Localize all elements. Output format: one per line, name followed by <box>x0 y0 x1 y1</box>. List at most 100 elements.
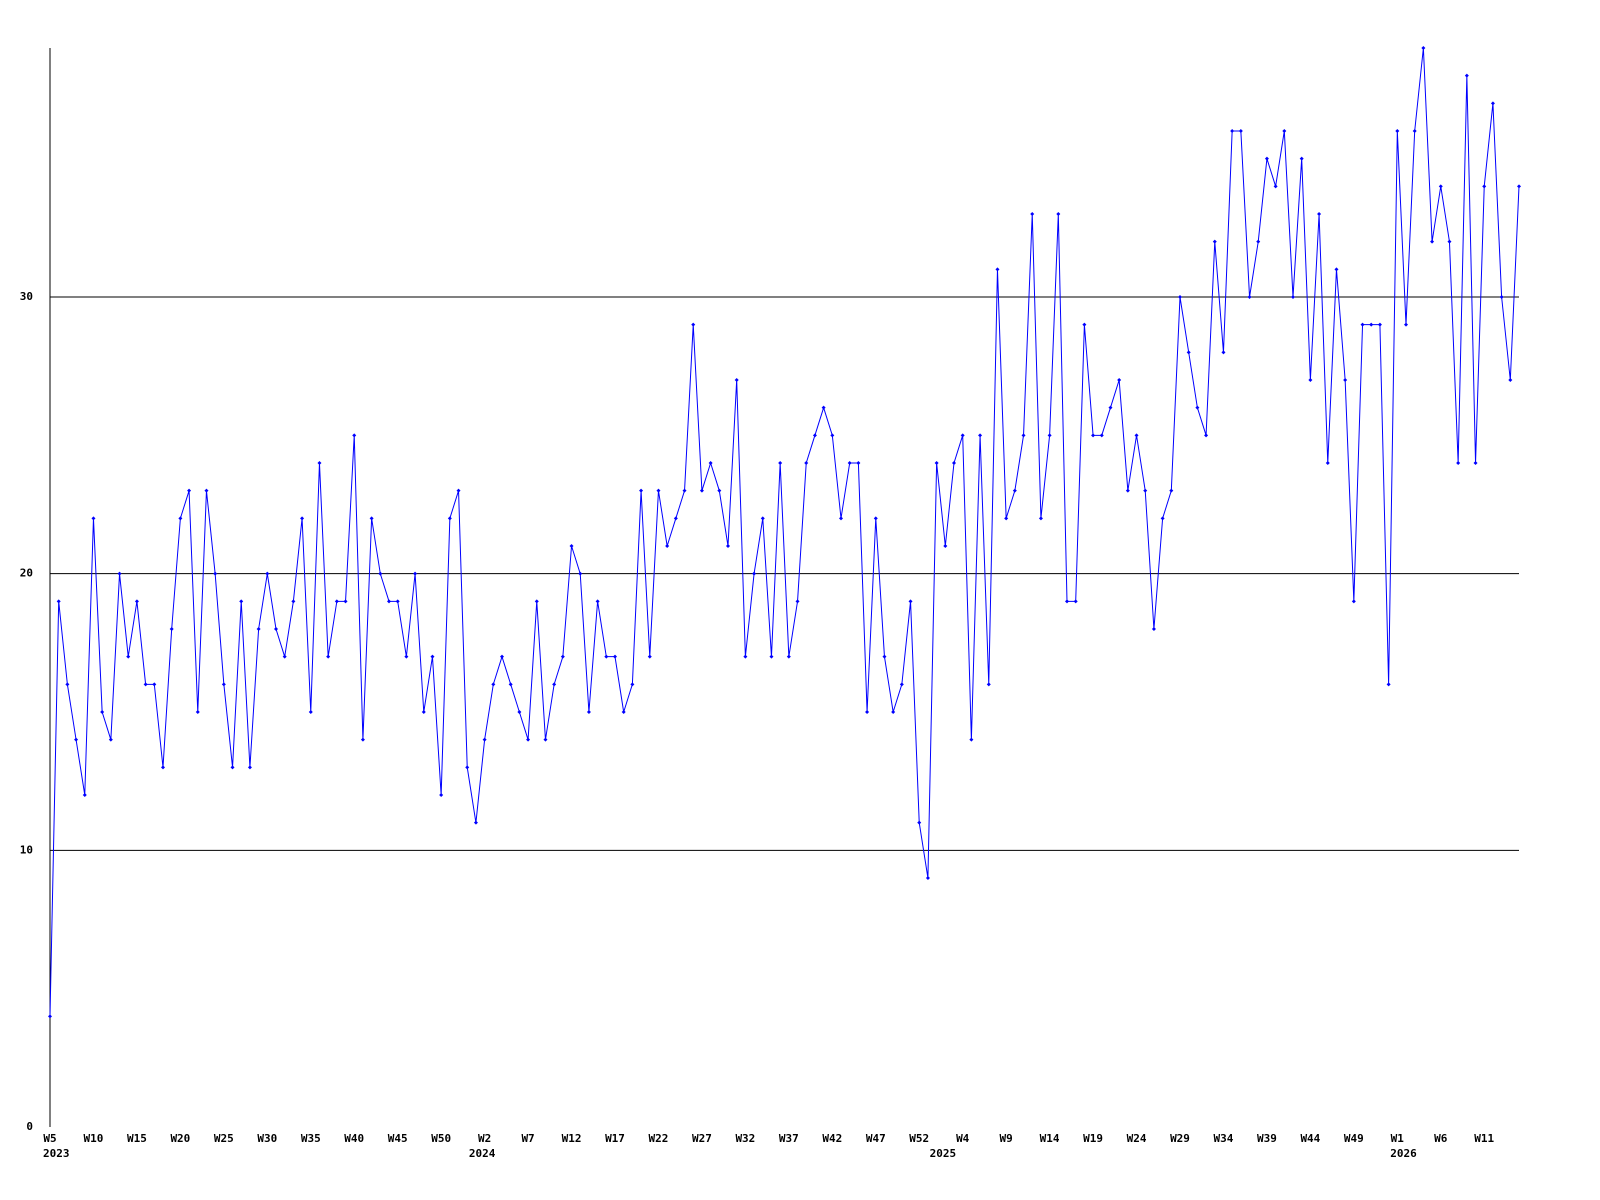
point <box>795 599 800 604</box>
point <box>1030 212 1035 216</box>
point <box>621 710 626 714</box>
point <box>56 599 61 604</box>
point <box>1195 405 1200 410</box>
point <box>1212 239 1217 244</box>
point <box>1317 212 1322 216</box>
point <box>117 571 122 576</box>
point <box>317 461 322 465</box>
point <box>552 682 557 687</box>
x-tick-label: W45 <box>388 1132 408 1145</box>
point <box>65 682 70 687</box>
point <box>534 599 539 604</box>
point <box>1334 267 1339 272</box>
point <box>1299 156 1304 161</box>
point <box>508 682 513 687</box>
point <box>952 461 956 465</box>
point <box>439 793 444 797</box>
point <box>1082 322 1087 327</box>
y-tick-label: 20 <box>20 567 33 580</box>
point <box>1282 129 1287 133</box>
point <box>274 627 278 631</box>
x-tick-label: W6 <box>1434 1132 1448 1145</box>
point <box>1264 156 1269 161</box>
x-tick-label: W5 <box>43 1132 56 1145</box>
point <box>74 737 79 742</box>
point <box>91 516 96 521</box>
x-tick-label: W35 <box>301 1132 321 1145</box>
point <box>586 710 591 714</box>
point <box>1456 461 1461 465</box>
point <box>760 516 765 521</box>
x-tick-label: W47 <box>866 1132 886 1145</box>
point <box>48 1014 52 1019</box>
point <box>500 654 504 659</box>
point <box>517 710 522 714</box>
x-tick-label: W9 <box>1000 1132 1013 1145</box>
point <box>1369 322 1374 327</box>
point <box>282 654 287 659</box>
point <box>1091 433 1096 438</box>
point <box>161 765 165 770</box>
point <box>1065 599 1069 604</box>
x-tick-label: W1 <box>1391 1132 1405 1145</box>
point <box>691 322 696 327</box>
point <box>726 544 730 548</box>
x-tick-label: W10 <box>84 1132 104 1145</box>
x-tick-label: W24 <box>1127 1132 1147 1145</box>
point <box>630 682 635 687</box>
point <box>1169 488 1174 493</box>
x-tick-label: W42 <box>822 1132 842 1145</box>
point <box>108 737 113 742</box>
point <box>882 654 887 659</box>
x-tick-label: W27 <box>692 1132 712 1145</box>
point <box>1221 350 1226 355</box>
point <box>465 765 470 770</box>
x-tick-label: W44 <box>1300 1132 1320 1145</box>
y-tick-label: 30 <box>20 290 33 303</box>
point <box>187 488 192 493</box>
point <box>752 571 757 576</box>
x-tick-label: W19 <box>1083 1132 1103 1145</box>
point <box>1343 378 1348 382</box>
x-tick-label: W39 <box>1257 1132 1277 1145</box>
point <box>334 599 339 604</box>
point <box>491 682 496 687</box>
point <box>1108 405 1113 410</box>
point <box>960 433 965 438</box>
point <box>82 793 87 797</box>
x-tick-label: W34 <box>1214 1132 1234 1145</box>
point <box>1073 599 1078 604</box>
point <box>204 488 209 493</box>
point <box>1230 129 1235 133</box>
point <box>1291 295 1295 299</box>
point <box>595 599 600 604</box>
point <box>473 820 478 825</box>
point <box>404 654 409 659</box>
point <box>300 516 305 521</box>
x-tick-label: W49 <box>1344 1132 1364 1145</box>
point <box>639 488 644 493</box>
point <box>169 627 174 631</box>
x-year-label: 2025 <box>930 1147 957 1160</box>
point <box>387 599 391 604</box>
point <box>1160 516 1165 521</box>
point <box>1360 322 1365 327</box>
point <box>213 571 218 576</box>
point <box>1204 433 1209 438</box>
point <box>1125 488 1130 493</box>
x-tick-label: W50 <box>431 1132 451 1145</box>
point <box>1325 461 1330 465</box>
point <box>978 433 983 438</box>
point <box>769 654 774 659</box>
x-tick-label: W40 <box>344 1132 364 1145</box>
point <box>1351 599 1356 604</box>
x-year-label: 2024 <box>469 1147 496 1160</box>
x-tick-label: W52 <box>909 1132 929 1145</box>
point <box>1464 73 1469 78</box>
point <box>1134 433 1139 438</box>
point <box>569 544 574 548</box>
point <box>421 710 426 714</box>
x-tick-label: W14 <box>1040 1132 1060 1145</box>
point <box>482 737 487 742</box>
